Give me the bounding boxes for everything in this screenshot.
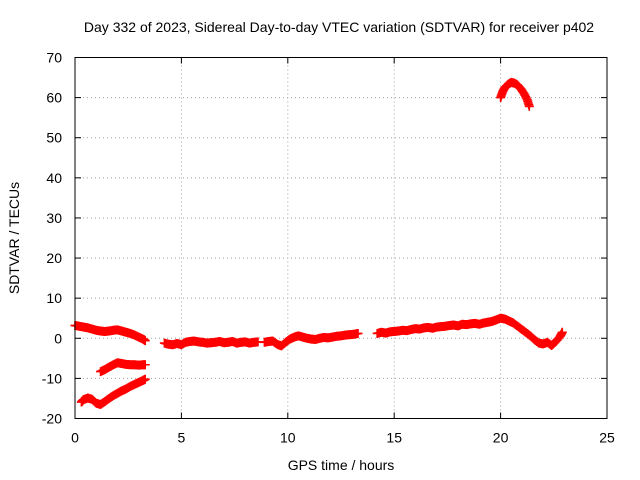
y-tick-label: 20 xyxy=(46,250,62,266)
x-axis-label: GPS time / hours xyxy=(288,457,395,473)
y-tick-label: 60 xyxy=(46,90,62,106)
series-upper-arc xyxy=(496,77,534,111)
y-tick-label: -10 xyxy=(42,370,62,386)
data-point xyxy=(76,397,86,407)
axis-ticks: 0 5 10 15 20 25 -20 -10 0 10 20 30 40 50 60 70 xyxy=(42,50,615,446)
data-point xyxy=(557,327,567,337)
y-tick-label: 10 xyxy=(46,290,62,306)
y-tick-label: 0 xyxy=(54,330,62,346)
y-axis-label: SDTVAR / TECUs xyxy=(6,182,22,294)
y-tick-label: 50 xyxy=(46,130,62,146)
data-series xyxy=(70,77,567,409)
y-tick-label: 70 xyxy=(46,50,62,66)
y-tick-label: 30 xyxy=(46,210,62,226)
data-point xyxy=(140,360,150,370)
series-main-track xyxy=(70,320,150,346)
series-lower-arc-2 xyxy=(96,358,150,377)
data-point xyxy=(140,336,150,346)
y-tick-label: -20 xyxy=(42,411,62,427)
data-point xyxy=(524,101,534,111)
x-tick-label: 5 xyxy=(178,430,186,446)
x-tick-label: 20 xyxy=(493,430,509,446)
series-main-track xyxy=(159,336,263,350)
data-point xyxy=(353,328,363,338)
chart-title: Day 332 of 2023, Sidereal Day-to-day VTE… xyxy=(84,19,594,35)
series-main-track xyxy=(372,313,567,350)
x-tick-label: 25 xyxy=(599,430,615,446)
y-tick-label: 40 xyxy=(46,170,62,186)
series-main-track xyxy=(259,328,363,351)
grid xyxy=(75,57,607,419)
x-tick-label: 0 xyxy=(71,430,79,446)
series-lower-arc-1 xyxy=(76,374,150,409)
x-tick-label: 10 xyxy=(280,430,296,446)
plot-frame xyxy=(74,57,608,419)
x-tick-label: 15 xyxy=(386,430,402,446)
